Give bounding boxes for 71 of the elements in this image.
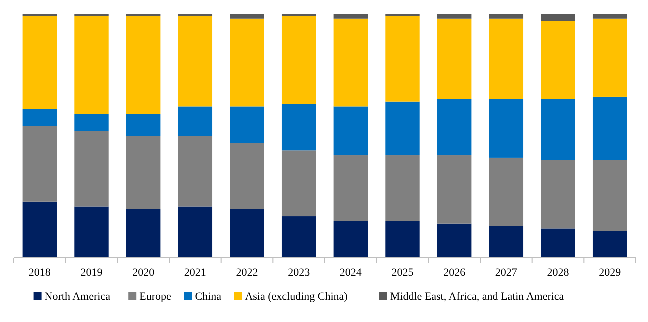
bar [386, 102, 420, 156]
bar [22, 109, 58, 126]
bar [386, 16, 420, 102]
bar [230, 143, 264, 210]
bar [230, 106, 264, 144]
legend-label: China [195, 291, 222, 303]
bar [126, 114, 161, 136]
bar [282, 216, 316, 258]
bar [489, 226, 524, 258]
bar [178, 16, 213, 107]
bar [541, 160, 576, 229]
bar [489, 18, 524, 100]
bar [126, 209, 161, 258]
bar [437, 18, 472, 100]
bar [437, 224, 472, 258]
bar [592, 14, 628, 19]
bar [592, 231, 628, 258]
bar [74, 206, 109, 258]
x-tick-label: 2027 [495, 267, 518, 279]
x-tick-label: 2020 [132, 267, 156, 279]
bar [178, 106, 213, 136]
x-tick-label: 2028 [547, 267, 570, 279]
x-tick-label: 2025 [392, 267, 414, 279]
bar [489, 158, 524, 226]
x-tick-label: 2019 [80, 267, 104, 279]
bar [230, 14, 264, 19]
bar [334, 106, 368, 156]
bar [74, 131, 109, 207]
x-tick-label: 2029 [599, 267, 622, 279]
x-tick-label: 2023 [288, 267, 311, 279]
bar [386, 221, 420, 258]
bar [541, 21, 576, 100]
bar [592, 160, 628, 232]
bar [74, 16, 109, 114]
bar [541, 228, 576, 258]
x-tick-label: 2022 [236, 267, 258, 279]
x-tick-label: 2021 [184, 267, 206, 279]
bar [437, 156, 472, 224]
x-tick-label: 2018 [28, 267, 52, 279]
bar [592, 18, 628, 97]
bar [282, 16, 316, 104]
bar [334, 221, 368, 258]
bar [230, 18, 264, 107]
bar [334, 18, 368, 107]
bar [541, 14, 576, 22]
bar [541, 99, 576, 160]
bar [437, 99, 472, 156]
bar [178, 206, 213, 258]
bar [230, 209, 264, 258]
bar [178, 136, 213, 207]
bar [74, 114, 109, 132]
bar [386, 156, 420, 222]
bar [22, 126, 58, 202]
bar [489, 99, 524, 158]
legend-label: Middle East, Africa, and Latin America [390, 291, 564, 303]
legend-label: North America [44, 291, 111, 303]
bar [22, 16, 58, 110]
bar [282, 150, 316, 217]
bar [126, 16, 161, 114]
bar [282, 104, 316, 151]
bar [22, 202, 58, 258]
bar [126, 136, 161, 210]
legend-label: Europe [140, 291, 172, 303]
bar [334, 156, 368, 222]
bar [592, 96, 628, 160]
x-tick-label: 2024 [340, 267, 362, 279]
bar [334, 14, 368, 19]
legend-label: Asia (excluding China) [245, 291, 348, 303]
bar [489, 14, 524, 19]
bar [437, 14, 472, 19]
x-tick-label: 2026 [444, 267, 466, 279]
